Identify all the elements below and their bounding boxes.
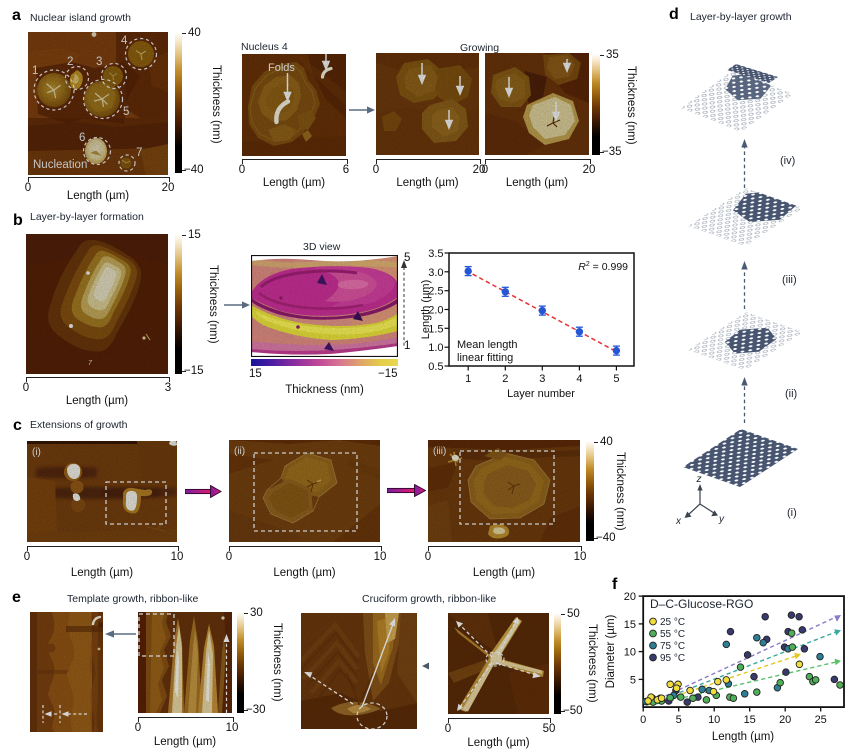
svg-text:z: z xyxy=(696,474,702,485)
svg-text:10: 10 xyxy=(624,647,636,659)
svg-text:15: 15 xyxy=(744,714,756,726)
svg-text:75 °C: 75 °C xyxy=(660,641,685,652)
svg-text:Length (µm): Length (µm) xyxy=(712,731,774,743)
svg-text:15: 15 xyxy=(624,619,636,631)
svg-text:20: 20 xyxy=(779,714,791,726)
svg-text:x: x xyxy=(675,516,682,524)
svg-text:(i): (i) xyxy=(787,507,797,519)
svg-text:2.0: 2.0 xyxy=(428,305,443,317)
svg-text:3: 3 xyxy=(539,373,545,385)
svg-text:1.5: 1.5 xyxy=(428,323,443,335)
svg-text:1: 1 xyxy=(465,373,471,385)
svg-text:25: 25 xyxy=(815,714,827,726)
svg-text:2: 2 xyxy=(502,373,508,385)
svg-text:20: 20 xyxy=(624,591,636,603)
svg-text:Mean length: Mean length xyxy=(457,339,518,351)
svg-text:5: 5 xyxy=(613,373,619,385)
svg-text:y: y xyxy=(718,514,725,524)
svg-text:(iii): (iii) xyxy=(782,274,797,286)
svg-text:Length (µm): Length (µm) xyxy=(420,280,432,340)
svg-text:3.0: 3.0 xyxy=(428,267,443,279)
svg-text:Layer number: Layer number xyxy=(507,388,575,400)
svg-text:R2 = 0.999: R2 = 0.999 xyxy=(578,261,628,273)
svg-text:3.5: 3.5 xyxy=(428,248,443,260)
svg-text:D–C-Glucose-RGO: D–C-Glucose-RGO xyxy=(650,597,753,611)
svg-text:0: 0 xyxy=(640,714,646,726)
svg-text:4: 4 xyxy=(576,373,582,385)
svg-text:10: 10 xyxy=(708,714,720,726)
svg-text:95 °C: 95 °C xyxy=(660,653,685,664)
svg-text:(iv): (iv) xyxy=(780,155,795,167)
svg-text:linear fitting: linear fitting xyxy=(457,352,513,364)
svg-text:55 °C: 55 °C xyxy=(660,629,685,640)
svg-text:(ii): (ii) xyxy=(785,388,797,400)
svg-text:5: 5 xyxy=(630,674,636,686)
svg-text:0.5: 0.5 xyxy=(428,361,443,373)
svg-text:Diameter (µm): Diameter (µm) xyxy=(605,614,617,688)
svg-text:2.5: 2.5 xyxy=(428,286,443,298)
svg-text:5: 5 xyxy=(676,714,682,726)
svg-text:1.0: 1.0 xyxy=(428,342,443,354)
svg-text:25 °C: 25 °C xyxy=(660,617,685,628)
